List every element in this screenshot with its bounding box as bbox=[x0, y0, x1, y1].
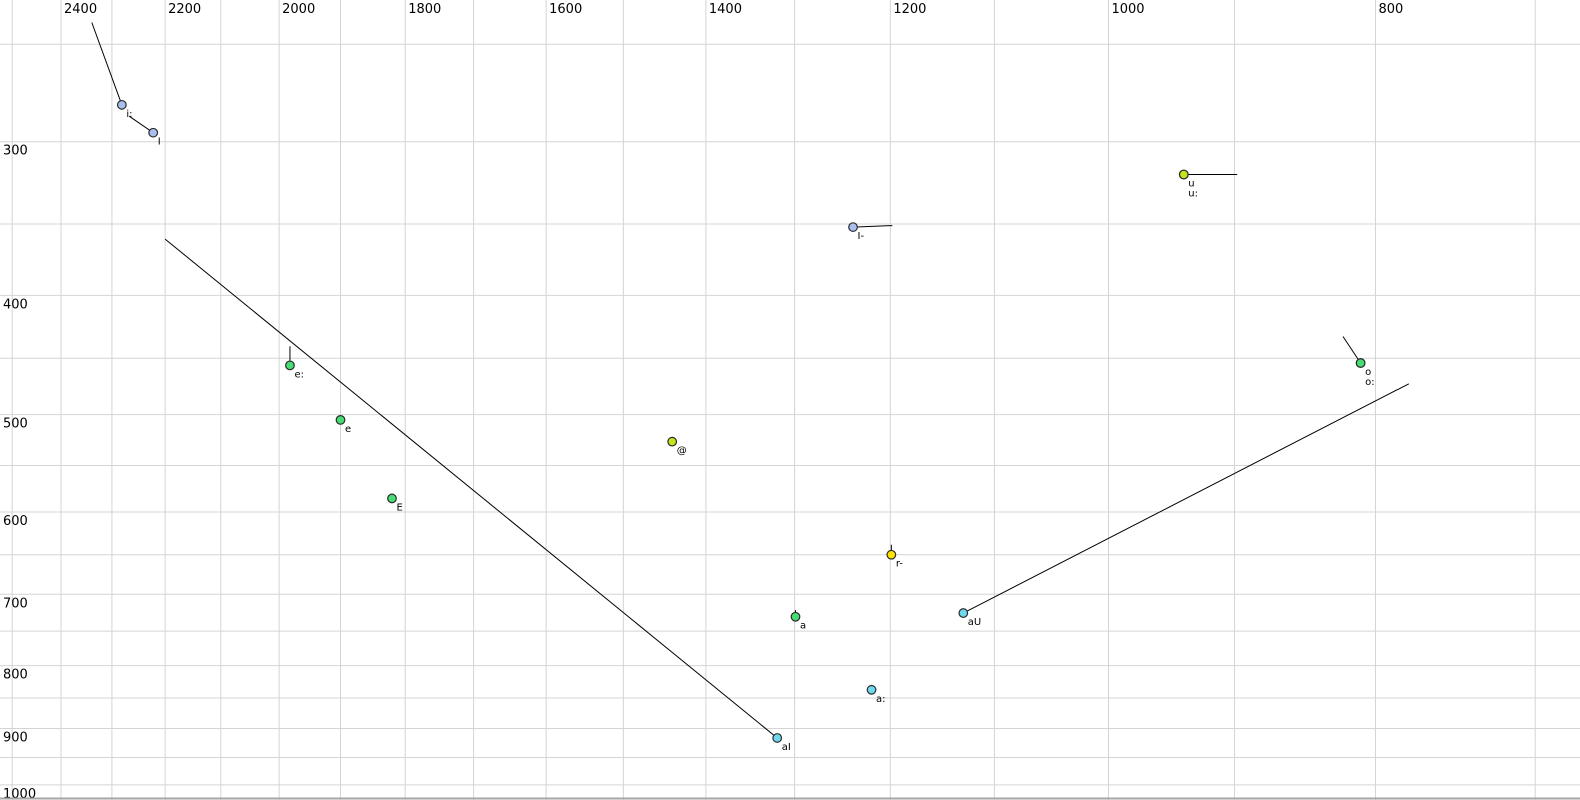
x-tick-label-2400: 2400 bbox=[64, 2, 97, 17]
x-tick-label-1600: 1600 bbox=[549, 2, 582, 17]
x-tick-label-1000: 1000 bbox=[1111, 2, 1144, 17]
vowel-point-e-7 bbox=[387, 493, 397, 504]
vowel-label-a-10: a bbox=[800, 621, 806, 632]
trajectory-line-2 bbox=[853, 225, 893, 228]
x-tick-label-1400: 1400 bbox=[709, 2, 742, 17]
vowel-label-u-3: u bbox=[1188, 179, 1194, 190]
vowel-label-i-2: I- bbox=[858, 231, 865, 242]
vowel-point-r-9 bbox=[886, 549, 897, 560]
vowel-point-i-1 bbox=[148, 127, 159, 138]
vowel-label-e-7: E bbox=[396, 502, 402, 513]
x-tick-label-800: 800 bbox=[1378, 2, 1403, 17]
vowel-point-a-10 bbox=[790, 611, 801, 622]
vowel-label-o-15: o: bbox=[1365, 377, 1375, 388]
vowel-label-i-0: i: bbox=[126, 109, 132, 120]
vowel-label-r-9: r- bbox=[896, 559, 903, 570]
trajectory-line-14 bbox=[1342, 336, 1362, 364]
y-tick-label-300: 300 bbox=[3, 144, 28, 159]
y-tick-label-1000: 1000 bbox=[3, 787, 36, 800]
vowel-point-ai-12 bbox=[772, 733, 783, 743]
y-tick-label-900: 900 bbox=[3, 731, 28, 746]
vowel-point-i-2 bbox=[848, 222, 858, 232]
vowel-label-o-14: o bbox=[1365, 367, 1371, 378]
x-tick-label-1200: 1200 bbox=[893, 2, 926, 17]
vowel-point-au-13 bbox=[958, 608, 969, 618]
trajectory-line-13 bbox=[963, 383, 1410, 614]
vowel-point-a-11 bbox=[866, 684, 877, 695]
vowel-point-e-6 bbox=[335, 414, 346, 425]
y-tick-label-500: 500 bbox=[3, 417, 28, 432]
vowel-label-i-1: I bbox=[158, 137, 161, 148]
vowel-point-u-4 bbox=[1178, 169, 1189, 180]
vowel-label-ai-12: aI bbox=[782, 742, 791, 753]
x-tick-label-2200: 2200 bbox=[168, 2, 201, 17]
vowel-point-e-5 bbox=[285, 360, 295, 371]
trajectory-line-0 bbox=[91, 22, 123, 106]
vowel-label-e-6: e bbox=[345, 424, 351, 435]
y-tick-label-600: 600 bbox=[3, 514, 28, 529]
trajectory-line-12 bbox=[164, 238, 778, 739]
vowel-label-au-13: aU bbox=[968, 617, 981, 628]
y-tick-label-800: 800 bbox=[3, 668, 28, 683]
x-tick-label-2000: 2000 bbox=[282, 2, 315, 17]
vowel-label-sym-8: @ bbox=[677, 446, 687, 457]
y-tick-label-400: 400 bbox=[3, 297, 28, 312]
vowel-label-a-11: a: bbox=[876, 694, 886, 705]
vowel-point-sym-8 bbox=[667, 436, 678, 447]
vowel-label-e-5: e: bbox=[294, 369, 304, 380]
vowel-point-i-0 bbox=[116, 99, 127, 110]
vowel-point-o-15 bbox=[1355, 358, 1366, 368]
x-tick-label-1800: 1800 bbox=[408, 2, 441, 17]
vowel-label-u-4: u: bbox=[1188, 189, 1198, 200]
y-tick-label-700: 700 bbox=[3, 596, 28, 611]
